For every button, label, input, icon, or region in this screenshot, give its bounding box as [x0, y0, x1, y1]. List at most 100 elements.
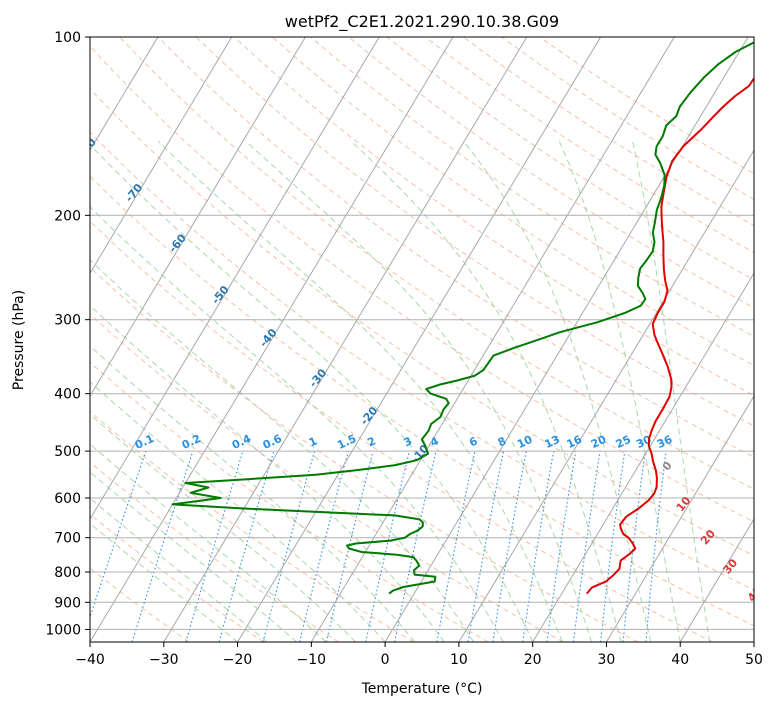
- moist-adiabat-line: [90, 443, 327, 642]
- isotherm-line: [458, 149, 754, 642]
- x-tick-label: −10: [297, 652, 327, 668]
- isotherm-line: [753, 641, 754, 642]
- y-axis-ticks: 100 200 300 400 500 600 700 800 900 1000: [45, 30, 90, 638]
- adiabat-labels: 0.1 0.2 0.4 0.6 1 1.5 2 3 4 6 8 10 13 16 20 25 30 36-100-…: [0, 44, 765, 604]
- dry-adiabat-label: -90: [30, 90, 53, 114]
- moist-adiabat-line: [90, 144, 534, 642]
- y-tick-label: 800: [54, 565, 81, 581]
- x-tick-label: −20: [223, 652, 253, 668]
- mixing-ratio-label: 13: [543, 433, 562, 451]
- isotherm-line: [90, 37, 454, 642]
- mixing-ratio-label: 1.5: [335, 432, 358, 452]
- moist-adiabat-line: [90, 471, 297, 642]
- x-tick-label: 10: [450, 652, 468, 668]
- isotherm-line: [90, 37, 233, 275]
- moist-adiabat-line: [90, 522, 238, 642]
- x-axis-ticks: −40 −30 −20 −10 0 10 20 30 40 50: [75, 642, 763, 668]
- dry-adiabat-label: -30: [307, 366, 330, 390]
- mixing-ratio-label: 10: [515, 433, 535, 451]
- dry-adiabat-label: -100: [0, 44, 7, 74]
- isotherm-line: [90, 37, 306, 397]
- mixing-ratio-label: 8: [496, 434, 508, 449]
- isotherm-line: [163, 37, 528, 642]
- mixing-ratio-line: [299, 450, 349, 642]
- moist-adiabat-line: [90, 497, 268, 642]
- dry-adiabat-label: -40: [257, 326, 280, 350]
- mixing-ratio-label: 16: [565, 433, 585, 451]
- dry-adiabat-label: -80: [76, 135, 99, 159]
- x-tick-label: 20: [524, 652, 542, 668]
- sounding-profiles: [171, 41, 754, 595]
- isotherm-line: [237, 37, 602, 642]
- grid-lines: [90, 37, 754, 642]
- isotherm-line: [679, 518, 754, 642]
- y-tick-label: 200: [54, 208, 81, 224]
- mixing-ratio-line: [572, 451, 601, 642]
- dry-adiabat-line: [90, 88, 754, 557]
- dry-adiabat-label: -70: [123, 181, 146, 205]
- mixing-ratio-line: [546, 451, 577, 642]
- moist-adiabat-line: [351, 140, 622, 642]
- moist-adiabat-label: 20: [698, 527, 718, 547]
- dry-adiabat-line: [90, 45, 754, 523]
- y-tick-label: 900: [54, 595, 81, 611]
- mixing-ratio-label: 4: [428, 434, 441, 449]
- dry-adiabat-line: [157, 37, 754, 458]
- x-tick-label: 30: [598, 652, 616, 668]
- dry-adiabat-line: [90, 131, 754, 591]
- dry-adiabat-line: [233, 37, 754, 396]
- y-tick-label: 100: [54, 30, 81, 46]
- y-tick-label: 500: [54, 444, 81, 460]
- plot-frame: [89, 36, 755, 643]
- dry-adiabat-line: [463, 37, 754, 227]
- isotherm-line: [90, 37, 159, 152]
- mixing-ratio-label: 1: [307, 434, 319, 449]
- mixing-ratio-label: 0.4: [230, 432, 253, 452]
- y-tick-label: 300: [54, 313, 81, 329]
- mixing-ratio-label: 20: [589, 433, 609, 451]
- dry-adiabat-line: [90, 567, 190, 642]
- mixing-ratio-line: [622, 451, 646, 642]
- y-tick-label: 400: [54, 387, 81, 403]
- x-axis-label: Temperature (°C): [361, 681, 483, 697]
- x-tick-label: 0: [381, 652, 390, 668]
- y-tick-label: 600: [54, 491, 81, 507]
- y-tick-label: 700: [54, 531, 81, 547]
- mixing-ratio-label: 36: [655, 433, 675, 451]
- moist-adiabat-label: 40: [745, 584, 765, 604]
- mixing-ratio-line: [131, 450, 194, 642]
- mixing-ratio-line: [394, 450, 437, 642]
- mixing-ratio-label: 3: [402, 434, 414, 449]
- mixing-ratio-line: [262, 450, 316, 642]
- isotherm-line: [90, 37, 380, 520]
- dry-adiabat-line: [348, 37, 754, 309]
- x-tick-label: 40: [671, 652, 689, 668]
- moist-adiabat-label: 30: [720, 556, 740, 576]
- mixing-ratio-line: [325, 450, 374, 642]
- mixing-ratio-label: 25: [614, 433, 633, 451]
- moist-adiabat-line: [463, 140, 652, 642]
- mixing-ratio-line: [645, 451, 667, 642]
- dry-adiabat-line: [90, 175, 754, 627]
- dry-adiabat-line: [90, 361, 489, 642]
- x-tick-label: 50: [745, 652, 763, 668]
- isotherm-line: [605, 395, 754, 642]
- isotherm-line: [310, 37, 675, 642]
- mixing-ratio-line: [522, 450, 555, 642]
- x-tick-label: −30: [149, 652, 179, 668]
- dry-adiabat-line: [90, 461, 339, 642]
- mixing-ratio-line: [365, 450, 410, 642]
- moist-adiabat-label: 10: [674, 494, 694, 514]
- mixing-ratio-line: [600, 451, 626, 642]
- temperature-profile-line: [586, 76, 754, 595]
- dry-adiabat-line: [90, 220, 713, 642]
- y-tick-label: 1000: [45, 622, 81, 638]
- dry-adiabat-line: [90, 410, 414, 642]
- dry-adiabat-line: [90, 513, 265, 642]
- mixing-ratio-line: [218, 450, 275, 642]
- dry-adiabat-line: [386, 37, 754, 281]
- moist-adiabat-line: [90, 206, 504, 642]
- x-tick-label: −40: [75, 652, 105, 668]
- mixing-ratio-line: [185, 450, 244, 642]
